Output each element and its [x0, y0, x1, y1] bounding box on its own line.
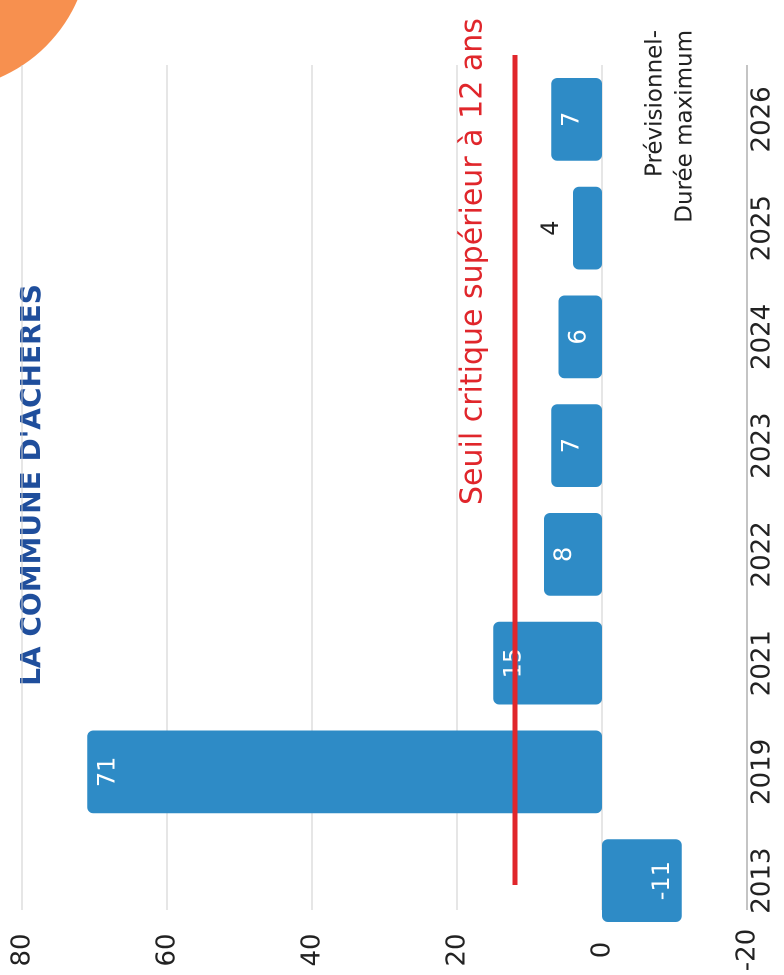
- x-tick-label: 2024: [747, 304, 777, 370]
- threshold-label: Seuil critique supérieur à 12 ans: [455, 18, 490, 505]
- value-label: 7: [556, 438, 584, 453]
- y-tick-label: 40: [297, 933, 327, 966]
- y-tick-label: 20: [442, 933, 472, 966]
- bar: [573, 186, 602, 270]
- decor-circle: [0, 0, 78, 78]
- x-tick-label: 2013: [747, 848, 777, 914]
- y-tick-label: 60: [152, 933, 182, 966]
- value-label: 4: [536, 220, 564, 235]
- chart-body: LA COMMUNE D'ACHERES -20 0 20 40 60 80 2013 -11…: [7, 18, 777, 971]
- value-label: 7: [556, 112, 584, 127]
- y-tick-label: 80: [7, 933, 37, 966]
- bar: [551, 404, 602, 487]
- value-label: 15: [498, 648, 526, 679]
- value-label: 8: [549, 547, 577, 562]
- annotation: Durée maximum: [672, 30, 698, 223]
- x-tick-label: 2019: [747, 739, 777, 805]
- chart-title: LA COMMUNE D'ACHERES: [14, 284, 47, 686]
- y-tick-label: 0: [587, 942, 617, 959]
- annotation: Prévisionnel-: [642, 30, 668, 177]
- x-tick-label: 2022: [747, 521, 777, 587]
- x-tick-label: 2021: [747, 630, 777, 696]
- x-tick-label: 2025: [747, 195, 777, 261]
- bar: [493, 621, 602, 705]
- y-tick-label: -20: [732, 929, 762, 971]
- value-label: 6: [564, 329, 592, 344]
- bar: [87, 730, 602, 814]
- bar: [544, 513, 602, 596]
- bar: [602, 839, 682, 922]
- value-label: -11: [647, 861, 675, 900]
- x-tick-label: 2026: [747, 86, 777, 152]
- value-label: 71: [92, 757, 120, 788]
- bar: [558, 295, 602, 379]
- bar: [551, 78, 602, 161]
- x-tick-label: 2023: [747, 413, 777, 479]
